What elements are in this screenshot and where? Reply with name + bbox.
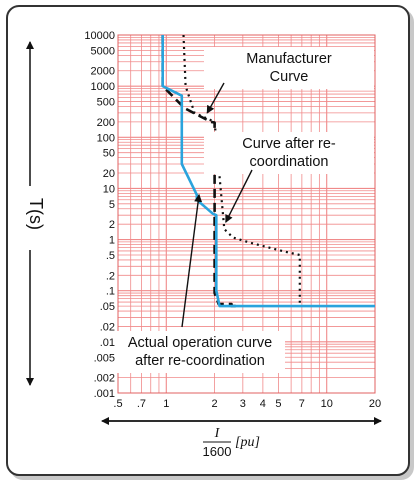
y-tick-label: 2 bbox=[109, 219, 115, 231]
annotation-text: coordination bbox=[250, 154, 329, 170]
y-tick-label: 500 bbox=[97, 97, 115, 109]
x-tick-label: 5 bbox=[275, 398, 281, 410]
x-tick-label: 1 bbox=[163, 398, 169, 410]
x-tick-label: 7 bbox=[299, 398, 305, 410]
x-tick-label: .7 bbox=[137, 398, 146, 410]
y-tick-label: .2 bbox=[106, 270, 115, 282]
x-axis-label-numerator: I bbox=[214, 426, 221, 441]
annotation-arrow bbox=[225, 169, 253, 223]
annotation-text: Curve after re- bbox=[242, 136, 336, 152]
y-tick-label: .001 bbox=[94, 388, 115, 400]
annotation-text: Manufacturer bbox=[246, 51, 332, 67]
y-tick-label: 50 bbox=[103, 148, 115, 160]
y-tick-label: .5 bbox=[106, 250, 115, 262]
axes: T(s) I 1600[pu] bbox=[26, 41, 382, 459]
x-tick-label: 3 bbox=[240, 398, 246, 410]
y-tick-label: 1000 bbox=[91, 81, 115, 93]
annotation-box bbox=[115, 331, 285, 373]
x-tick-label: 20 bbox=[369, 398, 381, 410]
y-tick-label: 200 bbox=[97, 117, 115, 129]
y-tick-label: .01 bbox=[100, 337, 115, 349]
y-tick-label: .005 bbox=[94, 352, 115, 364]
series-solid-blue bbox=[161, 35, 375, 308]
y-tick-label: 1 bbox=[109, 235, 115, 247]
y-tick-label: .002 bbox=[94, 373, 115, 385]
y-tick-label: .02 bbox=[100, 321, 115, 333]
annotations: Manufacturer Curve Curve after re-coordina… bbox=[115, 47, 374, 373]
annotation-box bbox=[204, 47, 374, 89]
y-tick-label: 2000 bbox=[91, 66, 115, 78]
series-group bbox=[161, 34, 375, 308]
y-tick-label: 20 bbox=[103, 168, 115, 180]
plot-border bbox=[117, 34, 376, 394]
y-tick-label: .05 bbox=[100, 301, 115, 313]
x-tick-label: 2 bbox=[212, 398, 218, 410]
y-tick-label: 10000 bbox=[84, 30, 115, 42]
annotation-text: after re-coordination bbox=[135, 353, 265, 369]
x-axis-label-unit: [pu] bbox=[235, 435, 260, 450]
annotation-text: Actual operation curve bbox=[128, 335, 272, 351]
annotation-arrow bbox=[206, 82, 225, 114]
y-tick-label: 5 bbox=[109, 199, 115, 211]
x-tick-label: .5 bbox=[113, 398, 122, 410]
y-tick-label: 10 bbox=[103, 183, 115, 195]
x-axis-label-denominator: 1600 bbox=[203, 444, 232, 459]
annotation-box bbox=[204, 132, 374, 174]
annotation-text: Curve bbox=[270, 69, 309, 85]
tick-labels: 10000 5000 2000 1000 500 200 100 50 20 10 5 2 1 .5 .2.… bbox=[84, 30, 381, 410]
annotation-arrow bbox=[181, 193, 203, 328]
x-tick-label: 10 bbox=[321, 398, 333, 410]
y-tick-label: 100 bbox=[97, 132, 115, 144]
y-axis-label: T(s) bbox=[26, 198, 46, 230]
y-tick-label: .1 bbox=[106, 286, 115, 298]
y-tick-label: 5000 bbox=[91, 45, 115, 57]
x-tick-label: 4 bbox=[260, 398, 266, 410]
